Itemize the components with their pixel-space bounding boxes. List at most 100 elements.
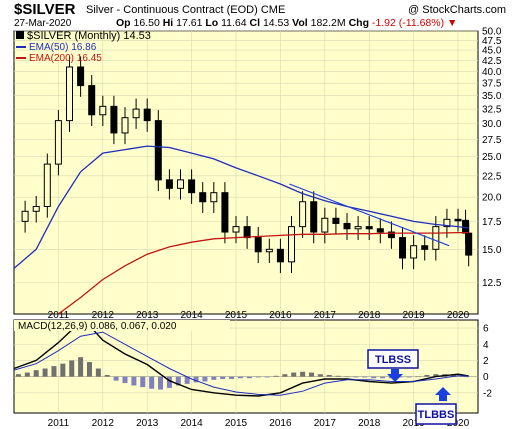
histogram-bar <box>397 376 403 378</box>
histogram-bar <box>51 366 57 377</box>
open-value: 16.50 <box>133 17 160 29</box>
price-tick-label: 40.0 <box>482 67 502 78</box>
open-label: Op <box>116 17 131 29</box>
price-tick-label: 20.0 <box>482 193 502 204</box>
histogram-bar <box>86 362 92 377</box>
histogram-bar <box>122 376 128 384</box>
histogram-bar <box>33 370 39 377</box>
down-arrow-icon: ▼ <box>447 17 458 29</box>
histogram-bar <box>362 376 368 378</box>
legend-ema200: EMA(200) 16.45 <box>29 53 102 64</box>
description-text: Silver - Continuous Contract (EOD) <box>86 4 258 16</box>
price-x-tick-label: 2016 <box>269 310 292 321</box>
legend-ema50: EMA(50) 16.86 <box>29 42 97 53</box>
histogram-bar <box>184 376 190 384</box>
histogram-bar <box>424 374 430 377</box>
histogram-bar <box>95 368 101 377</box>
candle-body <box>254 237 262 253</box>
candle-body <box>121 117 129 134</box>
tlbbs-label: TLBBS <box>418 409 455 421</box>
low-value: 11.64 <box>221 17 247 29</box>
macd-x-tick-label: 2011 <box>48 418 70 429</box>
copyright-text: @ StockCharts.com <box>408 4 506 16</box>
histogram-bar <box>273 375 279 377</box>
histogram-bar <box>140 376 146 388</box>
histogram-bar <box>317 374 323 377</box>
histogram-bar <box>193 376 199 383</box>
high-label: Hi <box>162 17 174 29</box>
price-x-tick-label: 2011 <box>48 310 70 321</box>
candle-body <box>99 105 107 116</box>
histogram-bar <box>406 376 412 378</box>
symbol-title: $SILVER <box>14 1 76 18</box>
histogram-bar <box>282 374 288 377</box>
price-tick-label: 15.0 <box>482 245 502 256</box>
contract-description: Silver - Continuous Contract (EOD) CME <box>86 4 285 16</box>
candle-body <box>165 179 173 189</box>
price-x-tick-label: 2018 <box>358 310 381 321</box>
histogram-bar <box>380 376 386 379</box>
candle-body <box>443 218 451 228</box>
candle-body <box>365 226 373 230</box>
change-label: Chg <box>348 17 369 29</box>
candle-body <box>188 179 196 194</box>
change-value: -1.92 (-11.68%) <box>371 17 445 29</box>
legend-macd: MACD(12,26,9) 0.086, 0.067, 0.020 <box>18 321 177 332</box>
price-tick-label: 12.5 <box>482 278 502 289</box>
histogram-bar <box>308 372 314 377</box>
candle-body <box>66 66 74 122</box>
histogram-bar <box>158 376 164 390</box>
trend-line <box>289 183 450 247</box>
price-tick-label: 22.5 <box>482 171 502 182</box>
tlbss-label: TLBSS <box>375 354 411 366</box>
macd-x-tick-label: 2016 <box>269 418 292 429</box>
price-tick-label: 17.5 <box>482 217 502 228</box>
histogram-bar <box>415 376 421 378</box>
price-lines <box>13 145 469 315</box>
ema200-line <box>58 231 469 315</box>
price-tick-label: 30.0 <box>482 119 502 130</box>
histogram-bar <box>211 376 217 380</box>
candle-body <box>454 218 462 222</box>
candle-body <box>221 192 229 233</box>
macd-legend-bg <box>14 320 230 331</box>
ema50-line <box>13 145 469 269</box>
histogram-bar <box>175 376 181 386</box>
histogram-bar <box>326 374 332 377</box>
candle-body <box>32 205 40 212</box>
histogram-bar <box>113 376 119 381</box>
macd-x-tick-label: 2014 <box>180 418 203 429</box>
candle-body <box>332 217 340 224</box>
candle-body <box>343 222 351 230</box>
histogram-bar <box>202 376 208 382</box>
histogram-bar <box>229 376 235 380</box>
candle-body <box>88 85 96 116</box>
candle-body <box>299 201 307 228</box>
macd-tick-label: 0 <box>483 372 489 383</box>
macd-x-tick-label: 2012 <box>92 418 115 429</box>
quote-date: 27-Mar-2020 <box>14 18 72 29</box>
price-grid <box>14 30 478 314</box>
macd-x-tick-label: 2020 <box>447 418 470 429</box>
low-label: Lo <box>205 17 219 29</box>
candle-body <box>410 245 418 259</box>
legend-price: $SILVER (Monthly) 14.53 <box>27 30 151 42</box>
histogram-bar <box>353 376 359 378</box>
histogram-bar <box>166 376 172 388</box>
candle-body <box>132 108 140 119</box>
histogram-bar <box>255 376 261 378</box>
price-x-tick-label: 2013 <box>136 310 159 321</box>
price-tick-label: 25.0 <box>482 152 502 163</box>
candle-body <box>43 163 51 207</box>
histogram-bar <box>335 375 341 377</box>
macd-x-tick-label: 2015 <box>225 418 248 429</box>
candle-body <box>465 232 473 256</box>
chart-header: $SILVER Silver - Continuous Contract (EO… <box>0 0 520 30</box>
histogram-bar <box>60 363 66 377</box>
histogram-bar <box>464 376 470 378</box>
macd-x-tick-label: 2013 <box>136 418 159 429</box>
close-value: 14.53 <box>262 17 290 29</box>
price-x-tick-label: 2012 <box>92 310 115 321</box>
macd-x-tick-label: 2017 <box>314 418 337 429</box>
